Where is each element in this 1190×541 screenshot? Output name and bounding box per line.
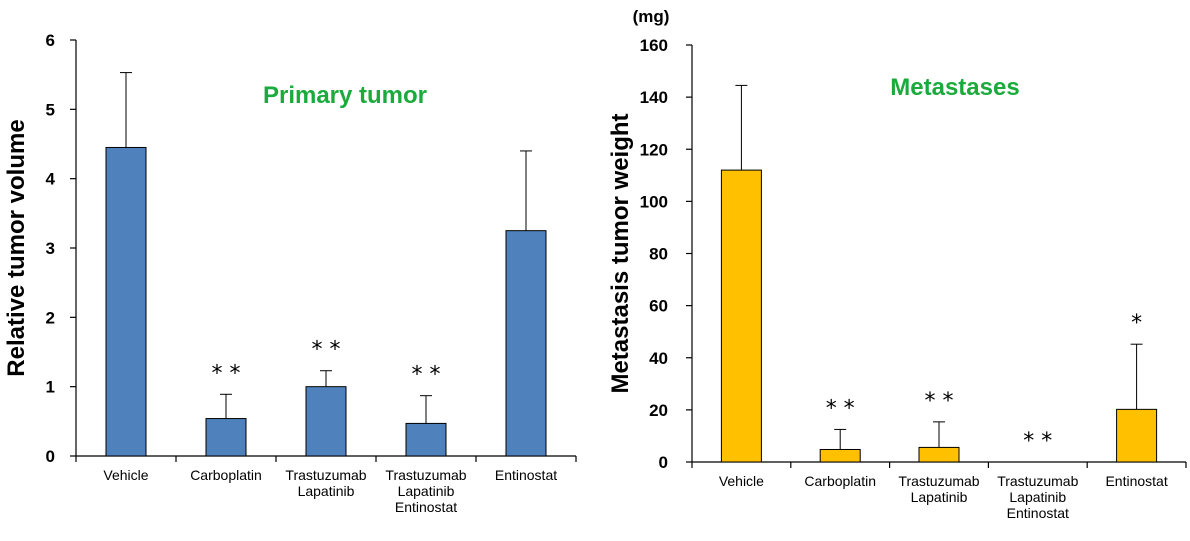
y-tick-label: 60 — [649, 297, 668, 316]
y-tick-label: 1 — [46, 378, 55, 397]
x-tick-label-line: Entinostat — [1007, 505, 1069, 521]
y-tick-label: 20 — [649, 401, 668, 420]
y-tick-label: 100 — [640, 192, 668, 211]
bar — [919, 447, 959, 462]
bar — [820, 449, 860, 462]
y-axis-label: Relative tumor volume — [3, 119, 30, 376]
bar — [306, 387, 346, 456]
y-tick-label: 6 — [46, 31, 55, 50]
x-tick-label-line: Entinostat — [495, 467, 557, 483]
significance-marker: * * — [925, 389, 954, 414]
chart-1: 0 1 2 3 4 5 6 Vehicle * * Carboplatin * * Trastuzum… — [3, 31, 576, 515]
y-axis-label: Metastasis tumor weight — [607, 113, 634, 393]
x-tick-label: Trastuzumab Lapatinib Entinostat — [385, 467, 466, 515]
bar — [406, 423, 446, 456]
x-tick-label-line: Vehicle — [103, 467, 148, 483]
x-tick-label: Vehicle — [103, 467, 148, 483]
y-tick-label: 0 — [659, 453, 668, 472]
y-tick-label: 0 — [46, 447, 55, 466]
bar — [721, 170, 761, 462]
y-tick-label: 5 — [46, 100, 55, 119]
y-tick-label: 120 — [640, 140, 668, 159]
y-tick-label: 40 — [649, 349, 668, 368]
x-tick-label-line: Lapatinib — [298, 483, 355, 499]
significance-marker: * * — [312, 338, 341, 363]
x-tick-label-line: Lapatinib — [911, 489, 968, 505]
x-tick-label-line: Trastuzumab — [997, 473, 1078, 489]
x-tick-label-line: Vehicle — [719, 473, 764, 489]
x-tick-label: Entinostat — [1105, 473, 1167, 489]
x-tick-label: Entinostat — [495, 467, 557, 483]
chart-2: 0 20 40 60 80 100 120 140 160 Vehicle * * Carboplat… — [607, 7, 1186, 521]
bar — [506, 231, 546, 456]
chart-title: Metastases — [890, 74, 1019, 101]
bar — [206, 419, 246, 456]
y-axis-unit: (mg) — [633, 7, 670, 26]
x-tick-label-line: Entinostat — [395, 499, 457, 515]
x-tick-label: Trastuzumab Lapatinib — [898, 473, 979, 505]
x-tick-label-line: Lapatinib — [1009, 489, 1066, 505]
y-tick-label: 4 — [46, 170, 56, 189]
significance-marker: * * — [826, 396, 855, 421]
x-tick-label: Trastuzumab Lapatinib Entinostat — [997, 473, 1078, 521]
x-tick-label-line: Carboplatin — [190, 467, 262, 483]
y-tick-label: 140 — [640, 88, 668, 107]
x-tick-label-line: Carboplatin — [804, 473, 876, 489]
y-tick-label: 2 — [46, 308, 55, 327]
significance-marker: * * — [1023, 429, 1052, 454]
chart-title: Primary tumor — [263, 82, 427, 109]
significance-marker: * * — [412, 363, 441, 388]
x-tick-label: Carboplatin — [190, 467, 262, 483]
x-tick-label-line: Entinostat — [1105, 473, 1167, 489]
significance-marker: * * — [212, 361, 241, 386]
significance-marker: * — [1131, 311, 1142, 336]
bar — [106, 147, 146, 456]
bar — [1117, 409, 1157, 462]
x-tick-label-line: Trastuzumab — [385, 467, 466, 483]
x-tick-label-line: Trastuzumab — [285, 467, 366, 483]
x-tick-label-line: Lapatinib — [398, 483, 455, 499]
x-tick-label-line: Trastuzumab — [898, 473, 979, 489]
y-tick-label: 160 — [640, 36, 668, 55]
x-tick-label: Vehicle — [719, 473, 764, 489]
x-tick-label: Trastuzumab Lapatinib — [285, 467, 366, 499]
y-tick-label: 80 — [649, 245, 668, 264]
x-tick-label: Carboplatin — [804, 473, 876, 489]
y-tick-label: 3 — [46, 239, 55, 258]
